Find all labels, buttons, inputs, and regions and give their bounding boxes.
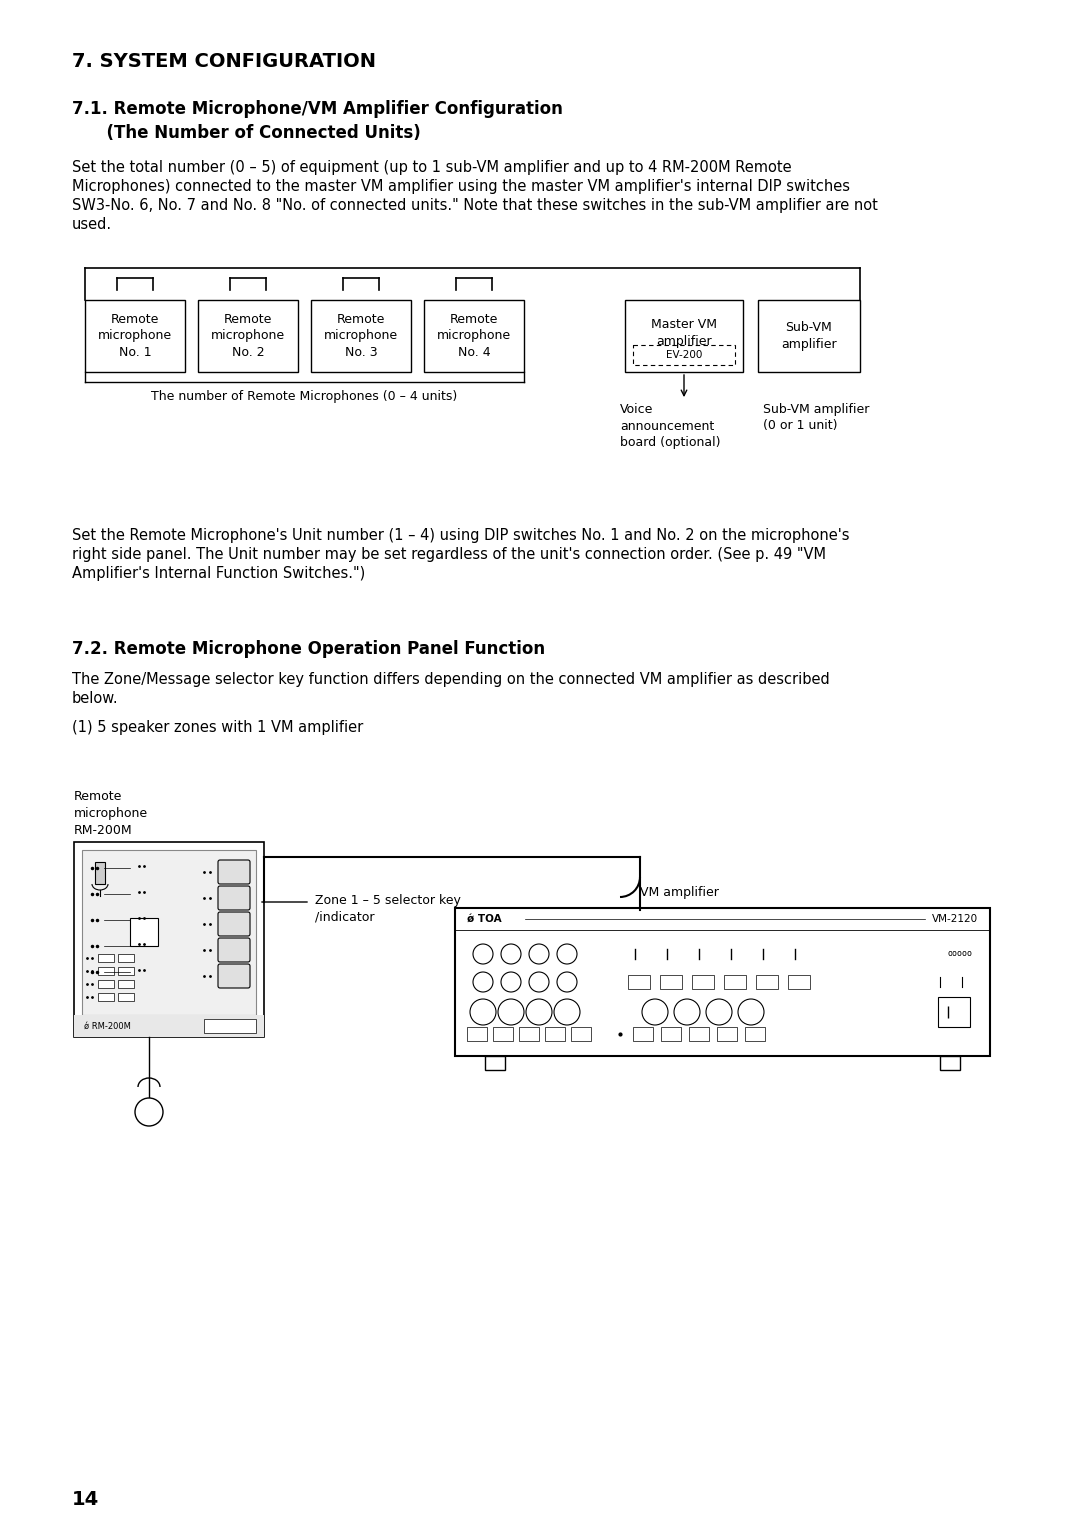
Text: 7.1. Remote Microphone/VM Amplifier Configuration: 7.1. Remote Microphone/VM Amplifier Conf… [72, 99, 563, 118]
Bar [745, 1027, 765, 1041]
Text: Remote
microphone
RM-200M: Remote microphone RM-200M [75, 790, 148, 837]
Bar [660, 975, 681, 989]
Bar [98, 953, 114, 963]
Circle shape [473, 972, 492, 992]
Circle shape [554, 999, 580, 1025]
FancyBboxPatch shape [218, 860, 249, 885]
Text: Microphones) connected to the master VM amplifier using the master VM amplifier': Microphones) connected to the master VM … [72, 179, 850, 194]
Circle shape [498, 999, 524, 1025]
Text: below.: below. [72, 691, 119, 706]
Bar [198, 299, 298, 371]
Text: ǿ TOA: ǿ TOA [467, 914, 501, 924]
Text: 7. SYSTEM CONFIGURATION: 7. SYSTEM CONFIGURATION [72, 52, 376, 70]
Text: VM amplifier: VM amplifier [640, 886, 719, 898]
Text: (1) 5 speaker zones with 1 VM amplifier: (1) 5 speaker zones with 1 VM amplifier [72, 720, 363, 735]
Bar [689, 1027, 708, 1041]
Text: Master VM
amplifier: Master VM amplifier [651, 318, 717, 347]
Circle shape [529, 972, 549, 992]
Bar [756, 975, 778, 989]
Circle shape [706, 999, 732, 1025]
Bar [717, 1027, 737, 1041]
Circle shape [738, 999, 764, 1025]
Bar [424, 299, 524, 371]
Bar [492, 1027, 513, 1041]
Circle shape [473, 944, 492, 964]
Text: Zone 1 – 5 selector key
/indicator: Zone 1 – 5 selector key /indicator [315, 894, 461, 924]
FancyBboxPatch shape [218, 938, 249, 963]
Text: Set the Remote Microphone's Unit number (1 – 4) using DIP switches No. 1 and No.: Set the Remote Microphone's Unit number … [72, 529, 850, 542]
Bar [758, 299, 860, 371]
Bar [724, 975, 746, 989]
Bar [571, 1027, 591, 1041]
Text: The Zone/Message selector key function differs depending on the connected VM amp: The Zone/Message selector key function d… [72, 672, 829, 688]
Text: SW3-No. 6, No. 7 and No. 8 "No. of connected units." Note that these switches in: SW3-No. 6, No. 7 and No. 8 "No. of conne… [72, 199, 878, 212]
Bar [661, 1027, 681, 1041]
Bar [692, 975, 714, 989]
Bar [98, 979, 114, 989]
Bar [633, 345, 735, 365]
Circle shape [470, 999, 496, 1025]
Bar [82, 850, 256, 1015]
Bar [75, 842, 264, 1038]
Bar [98, 967, 114, 975]
Bar [85, 299, 185, 371]
Text: 7.2. Remote Microphone Operation Panel Function: 7.2. Remote Microphone Operation Panel F… [72, 640, 545, 659]
Text: (The Number of Connected Units): (The Number of Connected Units) [72, 124, 421, 142]
Bar [95, 862, 105, 885]
Bar [118, 993, 134, 1001]
Bar [940, 1056, 960, 1070]
Text: Remote
microphone
No. 1: Remote microphone No. 1 [98, 313, 172, 359]
Bar [519, 1027, 539, 1041]
FancyBboxPatch shape [218, 912, 249, 937]
Bar [130, 917, 158, 946]
Text: Sub-VM amplifier
(0 or 1 unit): Sub-VM amplifier (0 or 1 unit) [762, 403, 869, 432]
Text: right side panel. The Unit number may be set regardless of the unit's connection: right side panel. The Unit number may be… [72, 547, 826, 562]
Circle shape [501, 944, 521, 964]
Text: Remote
microphone
No. 2: Remote microphone No. 2 [211, 313, 285, 359]
Bar [545, 1027, 565, 1041]
Text: Set the total number (0 – 5) of equipment (up to 1 sub-VM amplifier and up to 4 : Set the total number (0 – 5) of equipmen… [72, 160, 792, 176]
Circle shape [526, 999, 552, 1025]
FancyBboxPatch shape [218, 886, 249, 911]
Circle shape [642, 999, 669, 1025]
Bar [633, 1027, 653, 1041]
Circle shape [557, 972, 577, 992]
Text: Sub-VM
amplifier: Sub-VM amplifier [781, 321, 837, 351]
Bar [311, 299, 411, 371]
Text: Remote
microphone
No. 3: Remote microphone No. 3 [324, 313, 399, 359]
Circle shape [529, 944, 549, 964]
Text: VM-2120: VM-2120 [932, 914, 978, 924]
Bar [939, 996, 970, 1027]
Text: The number of Remote Microphones (0 – 4 units): The number of Remote Microphones (0 – 4 … [151, 390, 458, 403]
FancyBboxPatch shape [218, 964, 249, 989]
Bar [467, 1027, 487, 1041]
Bar [118, 979, 134, 989]
Text: 14: 14 [72, 1490, 99, 1510]
Bar [118, 953, 134, 963]
Circle shape [557, 944, 577, 964]
Bar [75, 1015, 264, 1038]
Bar [788, 975, 810, 989]
Text: used.: used. [72, 217, 112, 232]
Text: Remote
microphone
No. 4: Remote microphone No. 4 [437, 313, 511, 359]
Bar [204, 1019, 256, 1033]
Bar [455, 908, 990, 1056]
Text: ǿ RM-200M: ǿ RM-200M [84, 1022, 131, 1030]
Text: EV-200: EV-200 [665, 350, 702, 361]
Bar [98, 993, 114, 1001]
Circle shape [135, 1099, 163, 1126]
Text: Amplifier's Internal Function Switches."): Amplifier's Internal Function Switches."… [72, 565, 365, 581]
Circle shape [501, 972, 521, 992]
Bar [118, 967, 134, 975]
Circle shape [674, 999, 700, 1025]
Bar [627, 975, 650, 989]
Bar [485, 1056, 505, 1070]
Bar [625, 299, 743, 371]
Text: Voice
announcement
board (optional): Voice announcement board (optional) [620, 403, 720, 449]
Text: ooooo: ooooo [947, 949, 972, 958]
